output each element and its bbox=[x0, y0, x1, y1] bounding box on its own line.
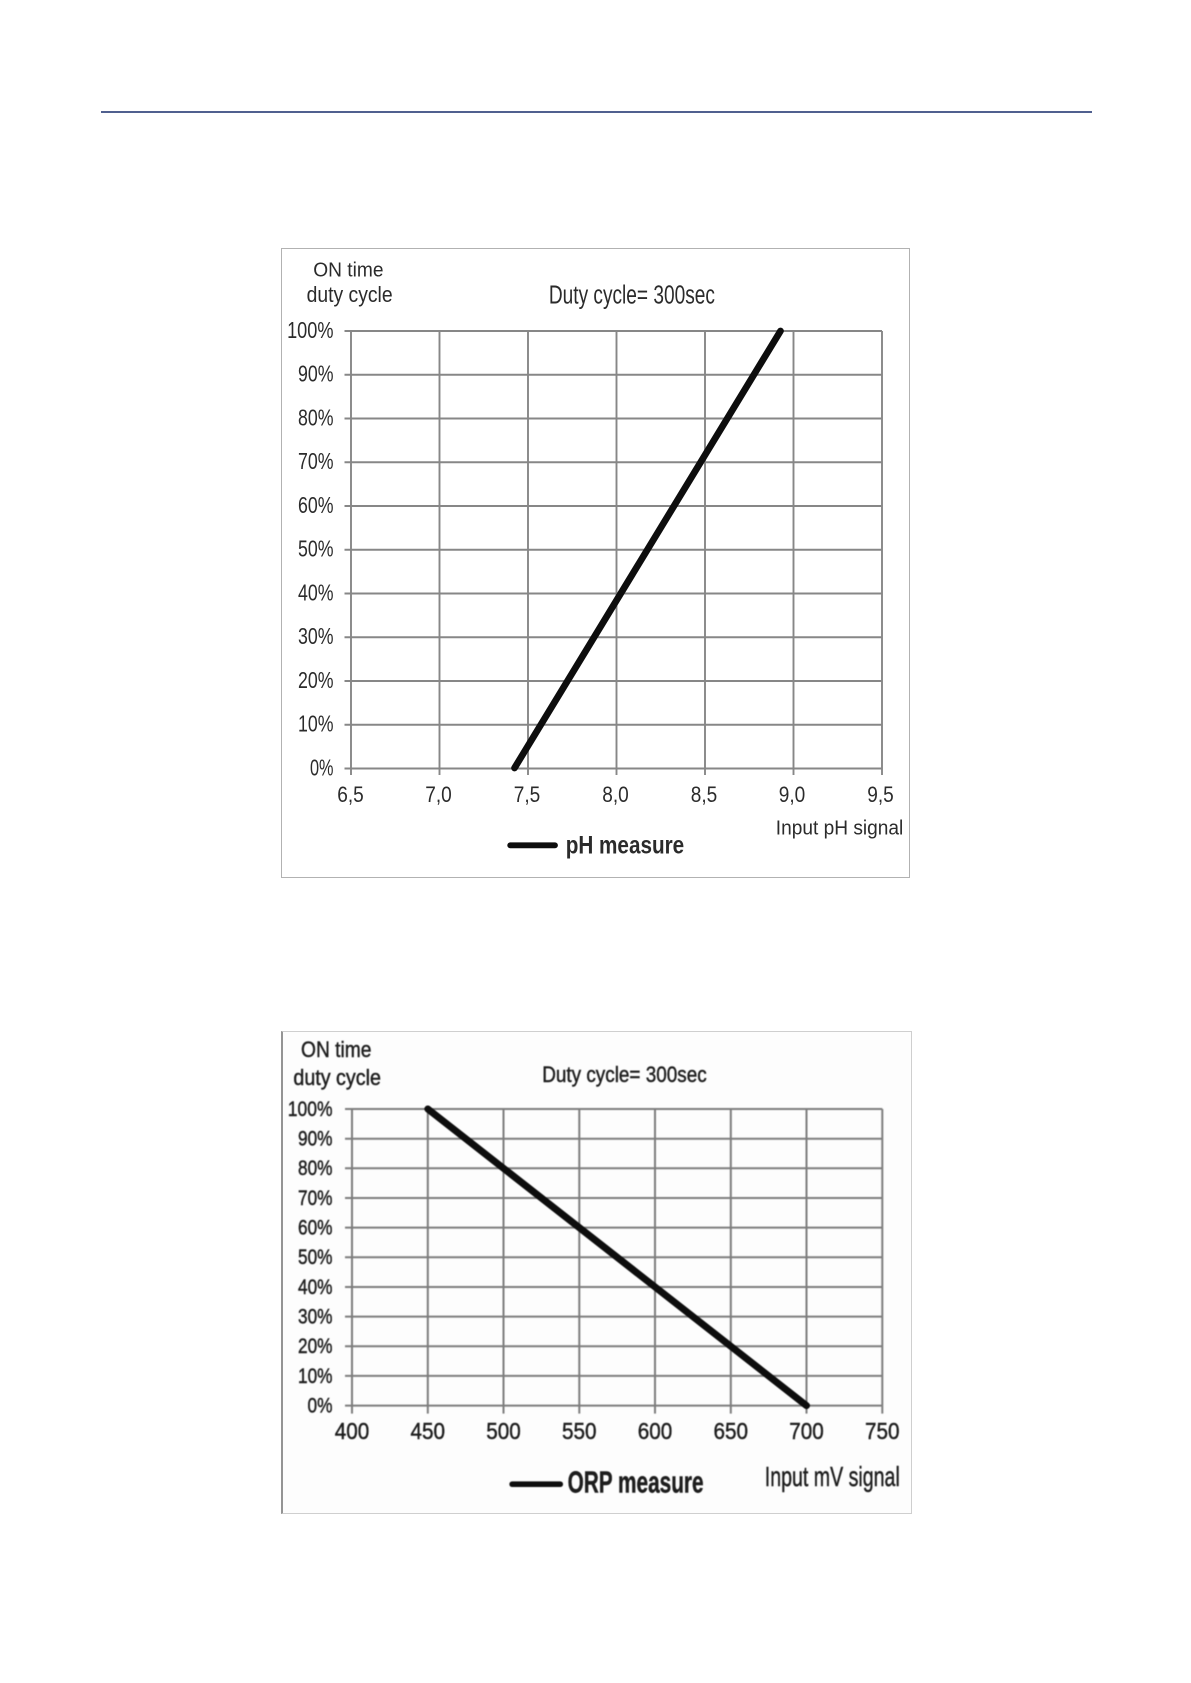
svg-text:700: 700 bbox=[789, 1418, 824, 1444]
svg-text:Duty cycle= 300sec: Duty cycle= 300sec bbox=[549, 281, 715, 309]
svg-text:60%: 60% bbox=[298, 1217, 333, 1240]
svg-text:pH measure: pH measure bbox=[566, 831, 685, 859]
svg-text:80%: 80% bbox=[298, 1157, 333, 1180]
svg-text:50%: 50% bbox=[298, 536, 334, 562]
svg-text:90%: 90% bbox=[298, 361, 334, 387]
svg-text:40%: 40% bbox=[298, 1276, 333, 1299]
svg-text:650: 650 bbox=[714, 1418, 749, 1444]
svg-text:8,5: 8,5 bbox=[691, 782, 718, 807]
svg-text:Input mV signal: Input mV signal bbox=[765, 1461, 900, 1492]
svg-text:90%: 90% bbox=[298, 1128, 333, 1151]
svg-text:10%: 10% bbox=[298, 711, 334, 737]
svg-text:30%: 30% bbox=[298, 623, 334, 649]
svg-text:100%: 100% bbox=[287, 317, 333, 343]
svg-text:8,0: 8,0 bbox=[602, 782, 629, 807]
svg-text:6,5: 6,5 bbox=[337, 782, 364, 807]
svg-text:100%: 100% bbox=[288, 1098, 333, 1121]
svg-text:9,0: 9,0 bbox=[779, 782, 806, 807]
svg-text:Duty cycle= 300sec: Duty cycle= 300sec bbox=[542, 1062, 707, 1087]
svg-text:70%: 70% bbox=[298, 1187, 333, 1210]
svg-text:ORP measure: ORP measure bbox=[568, 1465, 704, 1500]
svg-text:50%: 50% bbox=[298, 1246, 333, 1269]
svg-text:450: 450 bbox=[411, 1418, 446, 1444]
svg-text:7,5: 7,5 bbox=[514, 782, 541, 807]
svg-text:60%: 60% bbox=[298, 492, 334, 518]
svg-text:0%: 0% bbox=[308, 1395, 333, 1418]
svg-text:ON time: ON time bbox=[301, 1037, 372, 1062]
svg-text:30%: 30% bbox=[298, 1306, 333, 1329]
svg-text:duty cycle: duty cycle bbox=[307, 282, 393, 307]
svg-text:70%: 70% bbox=[298, 448, 334, 474]
svg-text:ON time: ON time bbox=[313, 260, 383, 282]
svg-text:500: 500 bbox=[486, 1418, 521, 1444]
svg-text:9,5: 9,5 bbox=[867, 782, 894, 807]
svg-text:20%: 20% bbox=[298, 1335, 333, 1358]
svg-text:40%: 40% bbox=[298, 579, 334, 605]
svg-text:7,0: 7,0 bbox=[425, 782, 452, 807]
svg-text:750: 750 bbox=[865, 1418, 900, 1444]
svg-text:Input pH signal: Input pH signal bbox=[776, 818, 904, 840]
svg-text:duty cycle: duty cycle bbox=[293, 1065, 381, 1090]
svg-text:80%: 80% bbox=[298, 404, 334, 430]
svg-text:400: 400 bbox=[335, 1418, 370, 1444]
svg-text:550: 550 bbox=[562, 1418, 597, 1444]
svg-text:20%: 20% bbox=[298, 667, 334, 693]
svg-text:600: 600 bbox=[638, 1418, 673, 1444]
svg-text:0%: 0% bbox=[310, 754, 334, 780]
svg-text:10%: 10% bbox=[298, 1365, 333, 1388]
